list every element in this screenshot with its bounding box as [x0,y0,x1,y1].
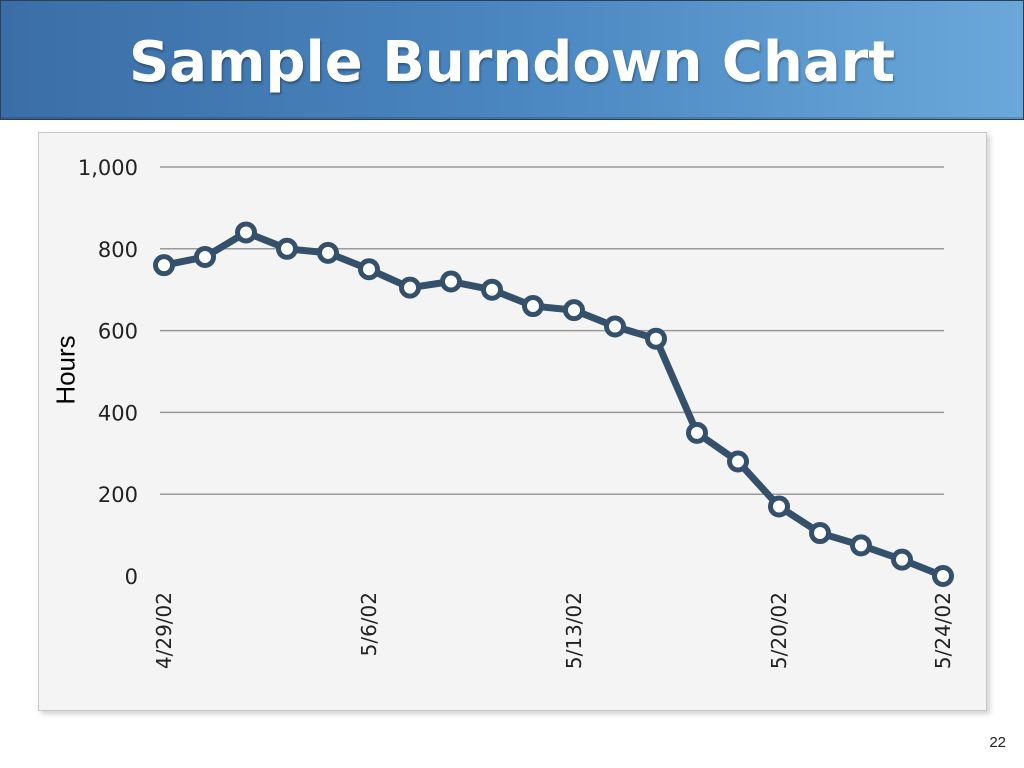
x-tick-label: 4/29/02 [152,592,176,669]
data-point [686,421,708,444]
data-point [563,299,585,322]
data-point [317,241,339,264]
data-point [891,548,913,571]
y-tick-layer: 0 200 400 600 800 1,000 [78,156,138,589]
y-tick-label: 800 [98,238,138,262]
data-point [481,278,503,301]
data-point [604,315,626,338]
data-point [399,276,421,299]
grid-layer [160,166,944,495]
data-point [768,495,790,518]
marker-layer [153,221,954,587]
y-tick-label: 400 [98,401,138,425]
data-point [194,245,216,268]
title-bar: Sample Burndown Chart [0,0,1024,120]
data-point [235,221,257,244]
chart-frame [38,132,987,711]
y-tick-label: 200 [98,483,138,507]
y-tick-label: 1,000 [78,156,138,180]
y-tick-label: 0 [125,565,138,589]
page-number: 22 [989,734,1006,751]
data-point [522,295,544,318]
y-tick-label: 600 [98,320,138,344]
data-point [358,258,380,281]
data-point [727,450,749,473]
x-tick-label: 5/24/02 [931,592,955,669]
data-point [932,565,954,587]
x-tick-layer: 4/29/02 5/6/02 5/13/02 5/20/02 5/24/02 [152,592,955,669]
data-point [440,270,462,293]
slide-title: Sample Burndown Chart [128,30,896,95]
data-point [850,534,872,557]
data-point [276,237,298,260]
x-tick-label: 5/6/02 [357,592,381,656]
data-point [809,522,831,545]
x-tick-label: 5/13/02 [562,592,586,669]
data-point [645,327,667,350]
data-point [153,254,175,277]
x-tick-label: 5/20/02 [767,592,791,669]
